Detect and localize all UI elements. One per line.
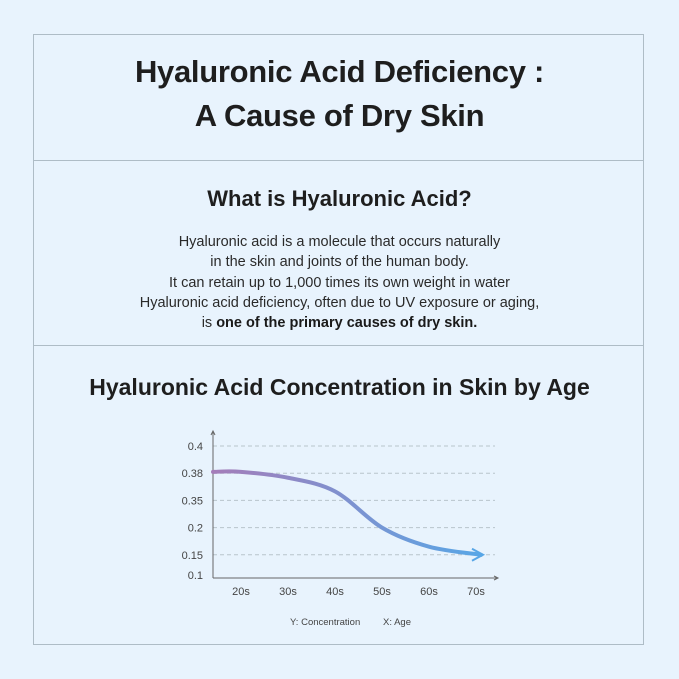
y-tick-label: 0.38 <box>182 468 203 480</box>
divider <box>34 345 643 346</box>
description-line: Hyaluronic acid deficiency, often due to… <box>139 294 540 311</box>
description-line: It can retain up to 1,000 times its own … <box>169 274 510 291</box>
x-tick-label: 70s <box>467 586 485 598</box>
title-line: Hyaluronic Acid Deficiency : <box>134 54 545 89</box>
y-tick-label: 0.4 <box>188 441 203 453</box>
chart-title: Hyaluronic Acid Concentration in Skin by… <box>89 374 590 400</box>
divider <box>34 160 643 161</box>
y-axis-arrow-icon <box>210 429 216 436</box>
y-tick-label: 0.35 <box>182 495 203 507</box>
description-line: is one of the primary causes of dry skin… <box>0 313 679 333</box>
y-tick-label: 0.1 <box>188 570 203 582</box>
page-title: Hyaluronic Acid Deficiency : A Cause of … <box>0 50 679 138</box>
y-tick-label: 0.2 <box>188 523 203 535</box>
x-tick-label: 20s <box>232 586 250 598</box>
description-line: Hyaluronic acid is a molecule that occur… <box>178 234 501 250</box>
y-tick-label: 0.15 <box>182 550 203 562</box>
legend-y: Y: Concentration <box>290 617 360 628</box>
legend-x: X: Age <box>383 617 411 628</box>
x-tick-label: 30s <box>279 586 297 598</box>
emphasis-text: one of the primary causes of dry skin. <box>216 315 478 332</box>
title-line: A Cause of Dry Skin <box>194 98 485 133</box>
infographic-frame <box>33 34 644 645</box>
x-tick-label: 50s <box>373 586 391 598</box>
x-tick-label: 40s <box>326 586 344 598</box>
section-heading: What is Hyaluronic Acid? <box>207 186 472 211</box>
x-tick-label: 60s <box>420 586 438 598</box>
text: is <box>201 315 217 332</box>
x-axis-arrow-icon <box>493 575 500 581</box>
series-line <box>211 469 483 557</box>
description-line: in the skin and joints of the human body… <box>210 254 469 271</box>
description: Hyaluronic acid is a molecule that occur… <box>0 232 679 333</box>
arrow-head-icon <box>471 547 486 562</box>
